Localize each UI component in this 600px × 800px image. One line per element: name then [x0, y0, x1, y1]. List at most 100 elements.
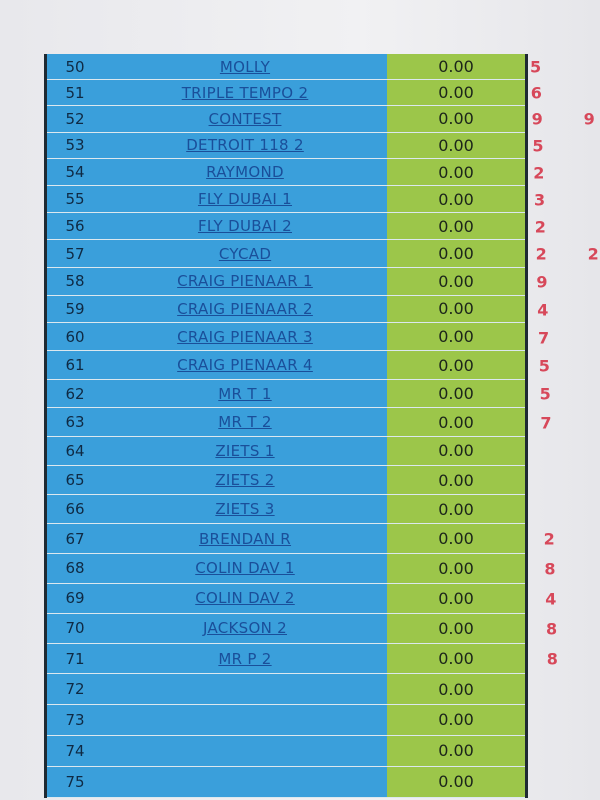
amount-cell: 0.00: [387, 379, 525, 408]
entry-name-link[interactable]: CRAIG PIENAAR 1: [103, 267, 387, 295]
entry-name-link[interactable]: [103, 735, 387, 766]
row-number: 50: [47, 54, 103, 79]
entry-name-link[interactable]: CONTEST: [103, 106, 387, 132]
row-number: 52: [47, 106, 103, 132]
entry-name-link[interactable]: BRENDAN R: [103, 524, 387, 553]
handwritten-score: 5: [532, 136, 544, 156]
table-row: 65 ZIETS 2 0.00: [47, 465, 525, 496]
handwritten-score: 7: [538, 328, 550, 347]
handwritten-score-2: 2: [587, 244, 599, 264]
row-number: 54: [47, 159, 103, 186]
entry-name-link[interactable]: MOLLY: [103, 54, 387, 79]
entry-name-link[interactable]: FLY DUBAI 2: [103, 213, 387, 240]
row-number: 57: [47, 240, 103, 267]
row-number: 56: [47, 213, 103, 240]
table-row: 66 ZIETS 3 0.00: [47, 495, 525, 525]
entry-name-link[interactable]: CRAIG PIENAAR 4: [103, 351, 387, 379]
entry-name-link[interactable]: COLIN DAV 2: [103, 583, 387, 613]
entry-name-link[interactable]: [103, 766, 387, 798]
row-number: 60: [47, 323, 103, 351]
amount-cell: 0.00: [387, 554, 525, 583]
table-row: 74 0.00: [47, 735, 525, 767]
amount-cell: 0.00: [387, 295, 525, 323]
entry-name-link[interactable]: MR P 2: [103, 643, 387, 674]
entry-name-link[interactable]: CYCAD: [103, 240, 387, 267]
table-row: 71 MR P 2 0.00: [47, 643, 525, 675]
handwritten-score: 4: [537, 300, 549, 319]
entry-name-link[interactable]: ZIETS 2: [103, 465, 387, 495]
table-row: 57 CYCAD 0.00: [47, 240, 525, 268]
amount-cell: 0.00: [387, 465, 525, 495]
amount-cell: 0.00: [387, 674, 525, 704]
amount-cell: 0.00: [387, 524, 525, 553]
entry-name-link[interactable]: RAYMOND: [103, 159, 387, 186]
row-number: 64: [47, 437, 103, 465]
entry-name-link[interactable]: ZIETS 3: [103, 495, 387, 524]
table-row: 56 FLY DUBAI 2 0.00: [47, 213, 525, 241]
table-row: 73 0.00: [47, 704, 525, 736]
handwritten-score: 2: [534, 217, 546, 237]
table-row: 75 0.00: [47, 766, 525, 799]
row-number: 51: [47, 80, 103, 106]
amount-cell: 0.00: [387, 704, 525, 735]
table-row: 60 CRAIG PIENAAR 3 0.00: [47, 323, 525, 352]
amount-cell: 0.00: [387, 106, 525, 132]
table-row: 61 CRAIG PIENAAR 4 0.00: [47, 351, 525, 380]
handwritten-score: 3: [534, 190, 546, 210]
amount-cell: 0.00: [387, 613, 525, 643]
handwritten-score: 2: [533, 163, 545, 183]
entry-name-link[interactable]: ZIETS 1: [103, 437, 387, 465]
table-row: 59 CRAIG PIENAAR 2 0.00: [47, 295, 525, 324]
row-number: 73: [47, 704, 103, 735]
amount-cell: 0.00: [387, 132, 525, 159]
handwritten-score: 7: [540, 413, 552, 433]
table-row: 72 0.00: [47, 674, 525, 705]
table-row: 55 FLY DUBAI 1 0.00: [47, 186, 525, 214]
handwritten-score: 9: [531, 109, 543, 129]
entry-name-link[interactable]: JACKSON 2: [103, 613, 387, 643]
amount-cell: 0.00: [387, 240, 525, 267]
handwritten-score-2: 9: [583, 109, 595, 129]
row-number: 55: [47, 186, 103, 213]
table-row: 62 MR T 1 0.00: [47, 379, 525, 409]
entry-name-link[interactable]: [103, 704, 387, 735]
table-row: 50 MOLLY 0.00: [47, 54, 525, 80]
handwritten-score: 2: [543, 529, 555, 549]
table-row: 64 ZIETS 1 0.00: [47, 437, 525, 466]
entry-name-link[interactable]: COLIN DAV 1: [103, 554, 387, 583]
row-number: 68: [47, 554, 103, 583]
amount-cell: 0.00: [387, 351, 525, 379]
entry-name-link[interactable]: [103, 674, 387, 704]
entry-name-link[interactable]: MR T 2: [103, 408, 387, 436]
table-row: 69 COLIN DAV 2 0.00: [47, 583, 525, 614]
row-number: 71: [47, 643, 103, 674]
entry-name-link[interactable]: TRIPLE TEMPO 2: [103, 80, 387, 106]
entry-name-link[interactable]: FLY DUBAI 1: [103, 186, 387, 213]
amount-cell: 0.00: [387, 159, 525, 186]
entry-name-link[interactable]: CRAIG PIENAAR 2: [103, 295, 387, 323]
table-row: 58 CRAIG PIENAAR 1 0.00: [47, 267, 525, 296]
handwritten-score: 8: [546, 619, 558, 639]
handwritten-score: 8: [544, 559, 556, 579]
entry-name-link[interactable]: MR T 1: [103, 379, 387, 408]
entry-name-link[interactable]: DETROIT 118 2: [103, 132, 387, 159]
table-row: 54 RAYMOND 0.00: [47, 159, 525, 187]
handwritten-score: 9: [536, 272, 548, 292]
row-number: 70: [47, 613, 103, 643]
handwritten-score: 2: [535, 244, 547, 264]
row-number: 67: [47, 524, 103, 553]
handwritten-score: 5: [539, 384, 551, 404]
amount-cell: 0.00: [387, 583, 525, 613]
row-number: 53: [47, 132, 103, 159]
row-number: 63: [47, 408, 103, 436]
entry-name-link[interactable]: CRAIG PIENAAR 3: [103, 323, 387, 351]
row-number: 65: [47, 465, 103, 495]
row-number: 75: [47, 766, 103, 798]
table-row: 70 JACKSON 2 0.00: [47, 613, 525, 644]
row-number: 61: [47, 351, 103, 379]
handwritten-score: 5: [538, 356, 550, 376]
table-row: 52 CONTEST 0.00: [47, 106, 525, 133]
amount-cell: 0.00: [387, 54, 525, 79]
amount-cell: 0.00: [387, 408, 525, 436]
handwritten-score: 5: [530, 57, 542, 77]
